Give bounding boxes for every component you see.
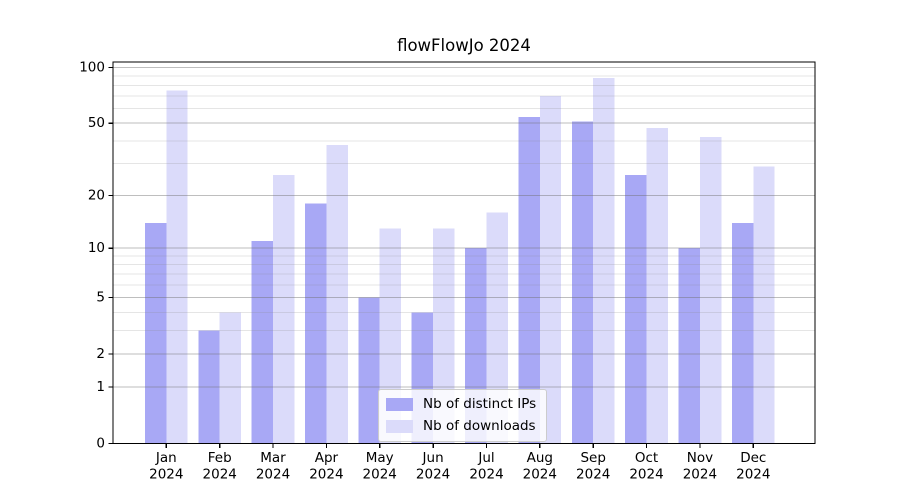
- bar-distinct-ips-oct: [625, 175, 647, 444]
- x-tick-label: 2024: [309, 467, 343, 483]
- bar-downloads-mar: [273, 175, 295, 444]
- bar-distinct-ips-jan: [144, 222, 167, 444]
- legend-label-distinct-ips: Nb of distinct IPs: [423, 396, 537, 412]
- y-tick-label: 20: [88, 187, 105, 203]
- bar-distinct-ips-aug: [518, 117, 540, 444]
- x-tick-label: Aug: [527, 450, 553, 466]
- bar-downloads-nov: [699, 137, 722, 444]
- x-tick-label: Sep: [580, 450, 605, 466]
- x-tick-label: Apr: [315, 450, 339, 466]
- x-tick-label: 2024: [416, 467, 450, 483]
- x-tick-label: 2024: [736, 467, 770, 483]
- bar-downloads-oct: [646, 128, 668, 444]
- bar-downloads-jan: [166, 90, 188, 444]
- plot-frame: [112, 61, 816, 445]
- legend-swatch-distinct-ips: [386, 398, 413, 411]
- chart-title: flowFlowJo 2024: [397, 36, 531, 55]
- x-tick-label: 2024: [149, 467, 183, 483]
- y-tick-label: 2: [96, 346, 105, 362]
- x-tick-label: Oct: [635, 450, 658, 466]
- bar-downloads-jul: [486, 212, 508, 444]
- legend-label-downloads: Nb of downloads: [423, 418, 536, 434]
- x-tick-label: Jun: [422, 450, 444, 466]
- legend-item-downloads: Nb of downloads: [386, 417, 536, 436]
- x-tick-label: 2024: [576, 467, 610, 483]
- bar-distinct-ips-feb: [198, 330, 220, 444]
- x-tick-label: Mar: [260, 450, 286, 466]
- x-tick-label: Jan: [155, 450, 177, 466]
- bar-downloads-apr: [326, 145, 348, 444]
- bar-distinct-ips-apr: [305, 203, 327, 444]
- bar-distinct-ips-dec: [731, 222, 754, 444]
- bar-downloads-aug: [539, 96, 562, 444]
- y-tick-label: 0: [96, 436, 105, 452]
- legend-swatch-downloads: [386, 420, 413, 433]
- y-tick-label: 100: [79, 60, 105, 76]
- bar-distinct-ips-sep: [571, 121, 594, 444]
- x-tick-label: 2024: [203, 467, 237, 483]
- x-tick-label: Dec: [740, 450, 766, 466]
- y-tick-label: 1: [96, 379, 105, 395]
- x-tick-label: 2024: [363, 467, 397, 483]
- legend-item-distinct-ips: Nb of distinct IPs: [386, 395, 536, 414]
- x-tick-label: Jul: [477, 450, 494, 466]
- x-tick-label: 2024: [629, 467, 663, 483]
- bar-distinct-ips-nov: [678, 248, 700, 444]
- x-tick-label: 2024: [469, 467, 503, 483]
- x-tick-label: 2024: [256, 467, 290, 483]
- bar-distinct-ips-may: [358, 297, 380, 444]
- y-tick-label: 5: [96, 290, 105, 306]
- x-tick-label: 2024: [683, 467, 717, 483]
- x-tick-label: Feb: [208, 450, 232, 466]
- y-tick-label: 50: [88, 115, 105, 131]
- bar-downloads-dec: [753, 166, 775, 444]
- x-tick-label: 2024: [523, 467, 557, 483]
- x-tick-label: Nov: [687, 450, 713, 466]
- x-tick-label: May: [366, 450, 394, 466]
- bar-downloads-sep: [593, 77, 615, 444]
- y-tick-label: 10: [88, 240, 105, 256]
- bar-distinct-ips-mar: [251, 241, 273, 444]
- bar-downloads-feb: [219, 312, 242, 444]
- legend: Nb of distinct IPs Nb of downloads: [378, 389, 548, 442]
